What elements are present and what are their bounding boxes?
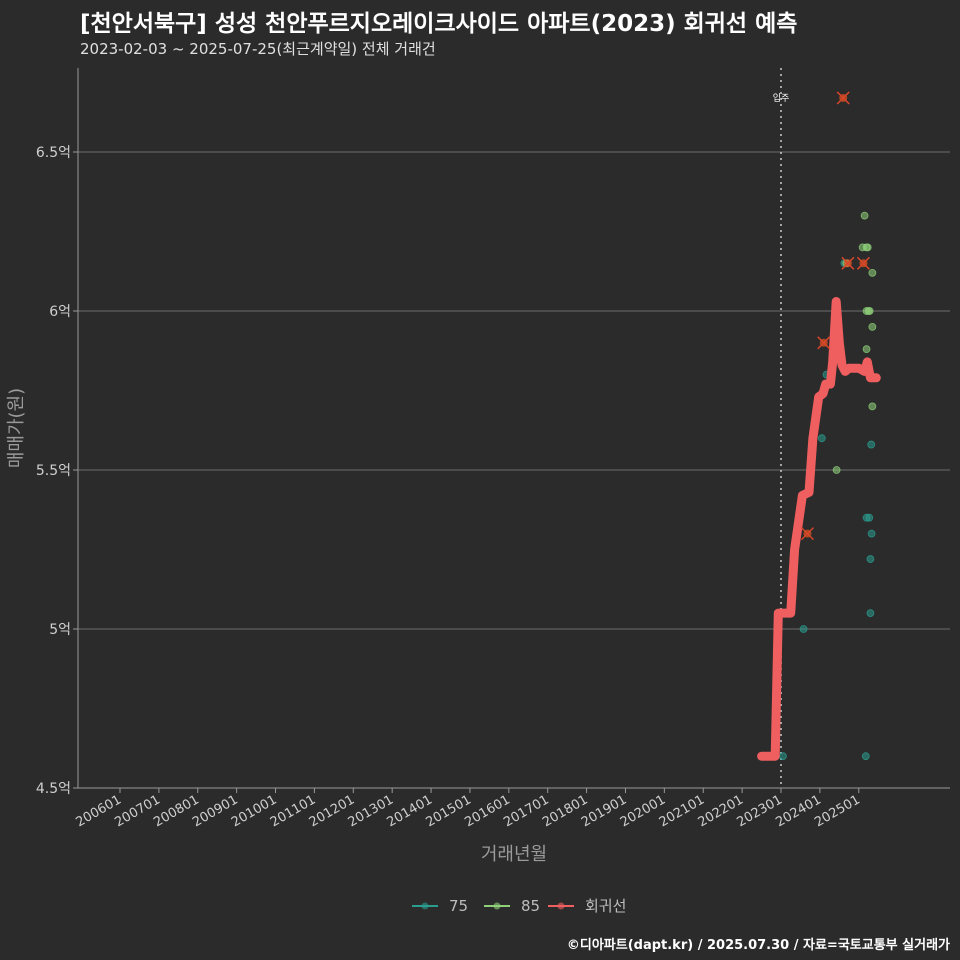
legend-label: 75: [449, 897, 468, 915]
legend-label: 85: [521, 897, 540, 915]
x-tick-label: 202501: [812, 792, 862, 830]
legend-key-dot: [557, 902, 565, 910]
y-tick-label: 6억: [49, 304, 71, 320]
chart-subtitle: 2023-02-03 ~ 2025-07-25(최근계약일) 전체 거래건: [80, 40, 436, 58]
data-point-75: [817, 434, 826, 443]
outlier-cross: [841, 256, 855, 270]
data-point-85: [868, 322, 877, 331]
data-point-75: [866, 555, 875, 563]
outlier-cross: [856, 256, 870, 270]
data-point-85: [862, 345, 871, 354]
data-point-75: [779, 752, 787, 761]
regression-line: [757, 297, 881, 761]
source-credit: ©디아파트(dapt.kr) / 2025.07.30 / 자료=국토교통부 실…: [566, 938, 950, 953]
data-point-85: [863, 243, 872, 252]
y-tick-label: 6.5억: [36, 145, 71, 161]
legend-key-dot: [493, 902, 501, 910]
data-point-85: [860, 211, 869, 220]
data-point-75: [867, 529, 876, 538]
outlier-cross: [800, 527, 814, 541]
data-point-75: [861, 752, 870, 761]
outlier-cross: [836, 91, 850, 105]
chart-title: [천안서북구] 성성 천안푸르지오레이크사이드 아파트(2023) 회귀선 예측: [80, 11, 798, 37]
data-point-85: [865, 307, 874, 315]
y-tick-label: 5억: [49, 622, 71, 638]
data-point-85: [868, 268, 877, 277]
data-point-75: [865, 513, 874, 522]
legend: 75 85 회귀선: [412, 897, 626, 915]
data-point-75: [866, 609, 875, 617]
data-point-85: [832, 466, 841, 474]
move-in-label: 입주: [773, 92, 790, 104]
outlier-cross: [817, 336, 831, 350]
legend-label: 회귀선: [585, 897, 626, 915]
data-points: [779, 211, 877, 761]
regression-line-path: [757, 297, 881, 761]
x-axis-title: 거래년월: [481, 844, 547, 865]
gridlines: [78, 151, 950, 789]
y-tick-label: 4.5억: [36, 781, 71, 797]
data-point-85: [868, 402, 877, 411]
y-tick-label: 5.5억: [36, 463, 71, 479]
data-point-75: [867, 440, 876, 449]
y-axis-title: 매매가(원): [6, 388, 27, 468]
data-point-75: [799, 625, 808, 633]
legend-key-dot: [421, 902, 429, 910]
outlier-markers: [800, 91, 870, 541]
